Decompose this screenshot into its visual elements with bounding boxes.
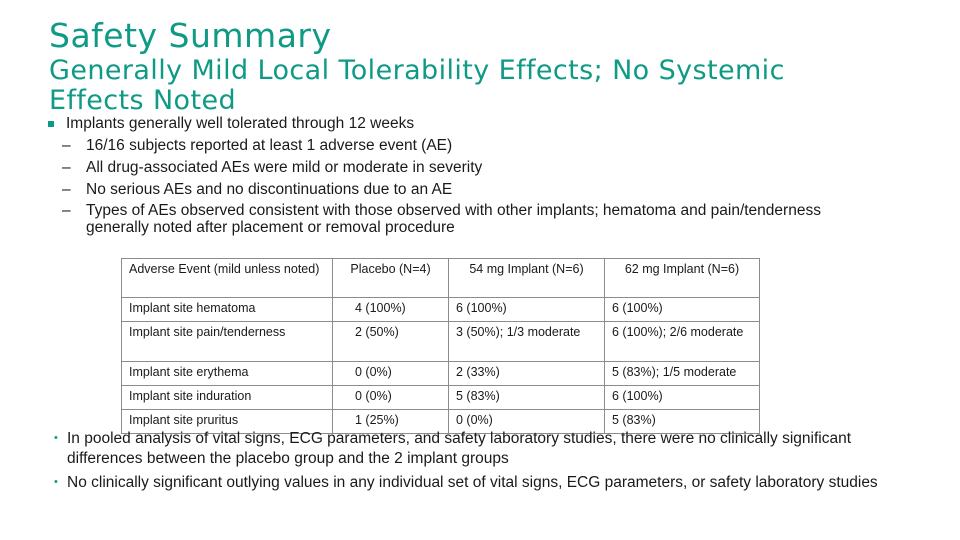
table-row: Implant site pain/tenderness 2 (50%) 3 (… [121,321,760,362]
table-header-row: Adverse Event (mild unless noted) Placeb… [121,258,760,298]
cell-54mg: 6 (100%) [448,297,605,322]
cell-event: Implant site pain/tenderness [121,321,333,362]
header-62mg: 62 mg Implant (N=6) [604,258,760,298]
sub-bullet-item: – Types of AEs observed consistent with t… [46,202,866,236]
dash-icon: – [62,181,71,198]
table-row: Implant site pruritus 1 (25%) 0 (0%) 5 (… [121,409,760,434]
bottom-bullet-list: • In pooled analysis of vital signs, ECG… [52,429,912,498]
cell-62mg: 5 (83%) [604,409,760,434]
slide-subtitle: Generally Mild Local Tolerability Effect… [49,55,785,116]
cell-54mg: 5 (83%) [448,385,605,410]
bullet-text: Implants generally well tolerated throug… [66,115,415,132]
sub-bullet-item: – All drug-associated AEs were mild or mo… [46,158,866,177]
sub-bullet-text: No serious AEs and no discontinuations d… [86,181,453,198]
cell-placebo: 0 (0%) [332,361,449,386]
dot-bullet-icon: • [54,476,58,488]
table-row: Implant site hematoma 4 (100%) 6 (100%) … [121,297,760,322]
cell-event: Implant site induration [121,385,333,410]
dash-icon: – [62,137,71,154]
bottom-bullet-text: No clinically significant outlying value… [67,474,878,491]
bullet-list: Implants generally well tolerated throug… [46,114,866,239]
dot-bullet-icon: • [54,432,58,444]
dash-icon: – [62,159,71,176]
cell-event: Implant site erythema [121,361,333,386]
cell-62mg: 6 (100%); 2/6 moderate [604,321,760,362]
slide-title: Safety Summary [49,16,332,55]
sub-bullet-text: Types of AEs observed consistent with th… [86,202,821,236]
cell-54mg: 2 (33%) [448,361,605,386]
dash-icon: – [62,202,71,219]
header-placebo: Placebo (N=4) [332,258,449,298]
square-bullet-icon [48,121,54,127]
table-row: Implant site induration 0 (0%) 5 (83%) 6… [121,385,760,410]
cell-62mg: 6 (100%) [604,385,760,410]
sub-bullet-item: – No serious AEs and no discontinuations … [46,180,866,199]
cell-event: Implant site pruritus [121,409,333,434]
bullet-item: Implants generally well tolerated throug… [46,114,866,133]
cell-placebo: 0 (0%) [332,385,449,410]
sub-bullet-list: –16/16 subjects reported at least 1 adve… [46,136,866,236]
sub-bullet-item: –16/16 subjects reported at least 1 adve… [46,136,866,155]
cell-54mg: 3 (50%); 1/3 moderate [448,321,605,362]
header-adverse-event: Adverse Event (mild unless noted) [121,258,333,298]
adverse-event-table: Adverse Event (mild unless noted) Placeb… [121,258,760,434]
table-row: Implant site erythema 0 (0%) 2 (33%) 5 (… [121,361,760,386]
bottom-bullet-item: • In pooled analysis of vital signs, ECG… [52,429,912,468]
cell-placebo: 2 (50%) [332,321,449,362]
sub-bullet-text: 16/16 subjects reported at least 1 adver… [86,137,453,154]
cell-62mg: 5 (83%); 1/5 moderate [604,361,760,386]
bottom-bullet-item: • No clinically significant outlying val… [52,473,912,493]
cell-placebo: 1 (25%) [332,409,449,434]
bottom-bullet-text: In pooled analysis of vital signs, ECG p… [67,430,851,467]
cell-event: Implant site hematoma [121,297,333,322]
header-54mg: 54 mg Implant (N=6) [448,258,605,298]
cell-placebo: 4 (100%) [332,297,449,322]
cell-62mg: 6 (100%) [604,297,760,322]
sub-bullet-text: All drug-associated AEs were mild or mod… [86,159,483,176]
